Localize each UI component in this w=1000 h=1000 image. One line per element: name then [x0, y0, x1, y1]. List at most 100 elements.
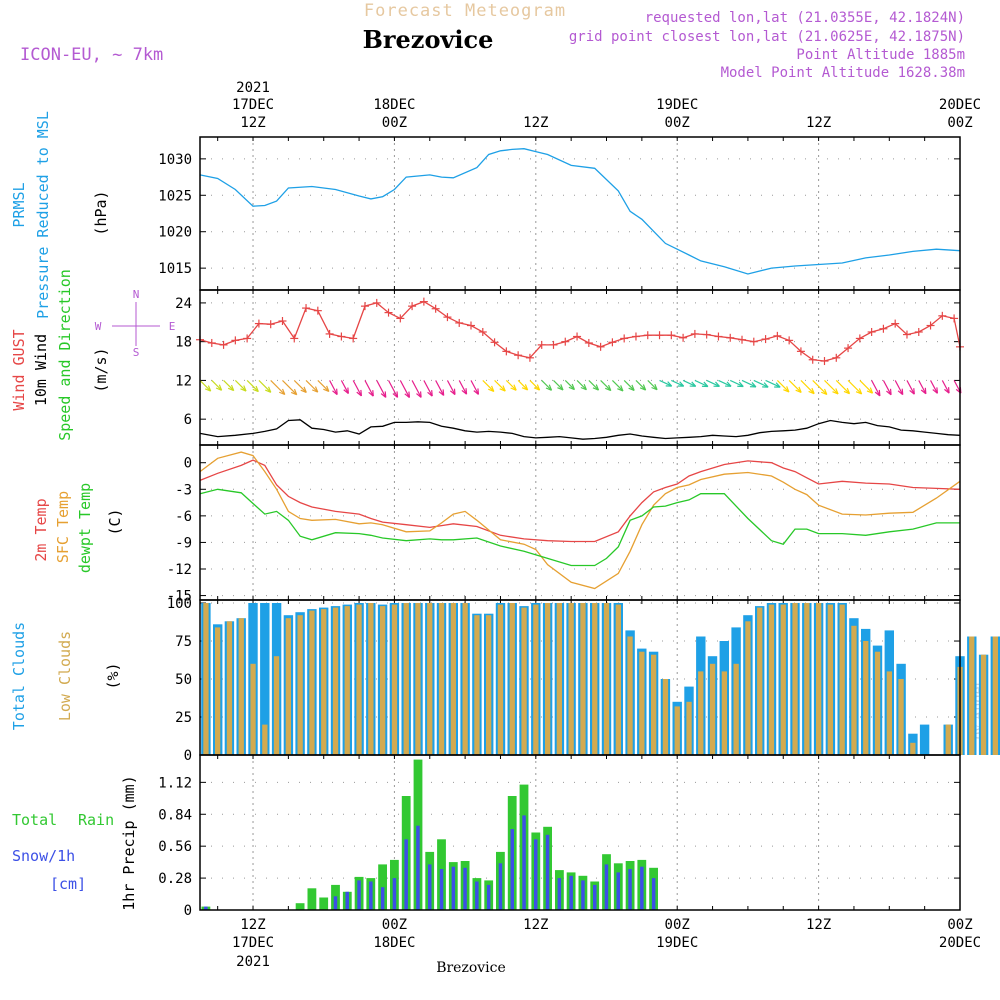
snow-bar: [486, 884, 491, 910]
low-cloud-bar: [627, 636, 633, 755]
gust-marker: [478, 327, 487, 336]
snow-bar: [333, 896, 338, 910]
wind-speed-line: [199, 419, 961, 440]
wind-arrow: [930, 380, 939, 394]
top-axis-hour: 00Z: [382, 115, 407, 131]
wind-arrow: [364, 380, 374, 397]
compass-rose: N S W E: [95, 288, 176, 359]
cloud-legend-total: Total Clouds: [10, 622, 28, 730]
gust-marker: [443, 313, 452, 322]
low-cloud-bar: [709, 663, 716, 755]
snow-bar: [534, 839, 538, 910]
low-cloud-bar: [674, 706, 680, 755]
snow-bar: [392, 878, 397, 910]
low-cloud-bar: [450, 603, 456, 755]
gust-marker: [313, 306, 322, 315]
wind-arrow: [706, 379, 720, 388]
point-altitude: Point Altitude 1885m: [796, 47, 965, 63]
precip-legend-total: Total: [12, 811, 57, 829]
wind-arrow: [776, 379, 790, 393]
wind-arrow: [765, 379, 781, 388]
low-cloud-bar: [273, 656, 280, 755]
gust-marker: [714, 332, 723, 341]
low-cloud-bar: [568, 603, 574, 755]
panel-2: -15 -12 -9 -6 -3 0: [167, 445, 961, 605]
pressure-legend: PRMSL Pressure Reduced to MSL (hPa): [10, 111, 110, 319]
gust-marker: [431, 304, 440, 313]
low-cloud-bar: [804, 603, 810, 755]
snow-bar: [463, 867, 467, 910]
temp-dew-line: [199, 488, 960, 567]
gust-marker: [408, 302, 417, 311]
gust-marker: [926, 321, 935, 330]
snow-bar: [569, 875, 573, 910]
precip-legend-rain: Rain: [78, 811, 114, 829]
snow-bar: [380, 887, 385, 910]
bottom-axis-date: 18DEC: [373, 935, 415, 951]
gust-marker: [207, 338, 216, 347]
gust-marker: [219, 340, 228, 349]
low-cloud-bar: [733, 663, 739, 755]
low-cloud-bar: [474, 615, 480, 755]
wind-arrow: [588, 379, 600, 391]
gust-marker: [573, 332, 582, 341]
low-cloud-bar: [556, 603, 562, 755]
gust-marker: [808, 355, 817, 364]
low-cloud-bar: [344, 606, 350, 755]
panel-4: 0 0.28 0.56 0.84 1.12: [158, 755, 961, 919]
snow-bar: [204, 906, 208, 910]
footer-location: Brezovice: [436, 960, 506, 976]
low-cloud-bar: [438, 603, 445, 755]
low-cloud-bar: [910, 742, 916, 755]
gust-marker: [938, 311, 947, 320]
low-cloud-bar: [533, 604, 539, 755]
gust-marker: [891, 319, 900, 328]
low-cloud-bar: [226, 621, 233, 755]
gust-marker: [349, 334, 358, 343]
ytick-label: 24: [175, 296, 192, 312]
wind-arrow: [611, 379, 624, 392]
low-cloud-bar: [215, 627, 221, 755]
snow-bar: [604, 864, 609, 910]
low-cloud-bar: [380, 606, 386, 755]
low-cloud-bar: [356, 604, 362, 755]
ytick-label: 1030: [158, 152, 192, 168]
low-cloud-bar: [332, 607, 339, 755]
location-title: Brezovice: [363, 25, 494, 54]
wind-arrow: [446, 380, 456, 396]
ytick-label: 25: [175, 710, 192, 726]
gust-marker: [902, 330, 911, 339]
wind-arrow: [376, 380, 387, 398]
gust-marker: [643, 331, 652, 340]
gust-marker: [867, 327, 876, 336]
gust-marker: [514, 351, 523, 360]
top-axis-hour: 12Z: [806, 115, 831, 131]
low-cloud-bar: [945, 724, 951, 755]
bottom-axis-hour: 12Z: [523, 917, 548, 933]
wind-arrow: [800, 379, 815, 395]
compass-south: S: [133, 346, 140, 359]
snow-bar: [522, 815, 526, 910]
gust-marker: [631, 332, 640, 341]
snow-bar: [593, 884, 597, 910]
snow-bar: [581, 880, 585, 910]
pressure-legend-1: PRMSL: [10, 182, 28, 227]
wind-arrow: [470, 380, 480, 395]
gust-marker: [231, 336, 240, 345]
wind-arrow: [635, 379, 647, 391]
wind-arrow: [918, 380, 927, 395]
gust-marker: [726, 333, 735, 342]
gust-marker: [749, 337, 758, 346]
gust-marker: [266, 320, 275, 329]
wind-arrow: [553, 379, 564, 391]
wind-arrow: [387, 380, 399, 398]
wind-arrow: [270, 379, 286, 396]
pressure-legend-2: Pressure Reduced to MSL: [34, 111, 52, 319]
gust-marker: [254, 319, 263, 328]
gust-marker: [690, 329, 699, 338]
model-altitude: Model Point Altitude 1628.38m: [721, 65, 965, 81]
temp-ylabel: (C): [106, 508, 124, 535]
ytick-label: 0: [184, 903, 192, 919]
ytick-label: 0.28: [158, 871, 192, 887]
